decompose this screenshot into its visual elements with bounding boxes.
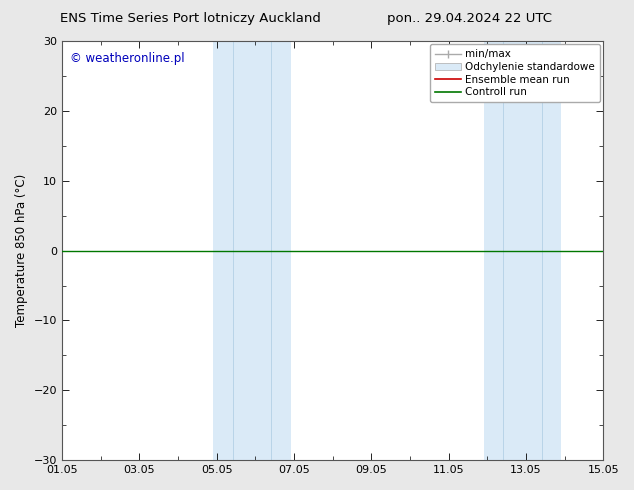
Text: pon.. 29.04.2024 22 UTC: pon.. 29.04.2024 22 UTC bbox=[387, 12, 552, 25]
Bar bbox=[484, 41, 561, 460]
Legend: min/max, Odchylenie standardowe, Ensemble mean run, Controll run: min/max, Odchylenie standardowe, Ensembl… bbox=[430, 44, 600, 102]
Bar bbox=[214, 41, 290, 460]
Text: © weatheronline.pl: © weatheronline.pl bbox=[70, 51, 184, 65]
Y-axis label: Temperature 850 hPa (°C): Temperature 850 hPa (°C) bbox=[15, 174, 28, 327]
Text: ENS Time Series Port lotniczy Auckland: ENS Time Series Port lotniczy Auckland bbox=[60, 12, 321, 25]
